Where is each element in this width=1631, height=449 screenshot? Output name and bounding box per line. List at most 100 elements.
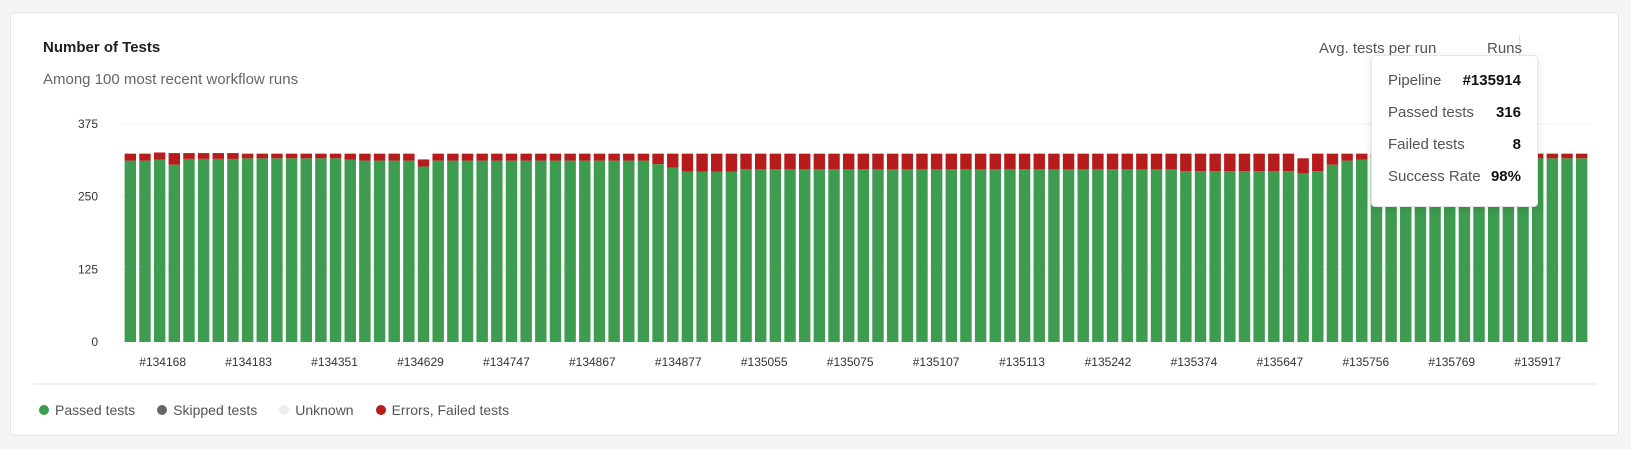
bar-passed <box>872 169 884 342</box>
bar-passed <box>740 169 752 342</box>
bar-passed <box>1268 171 1280 342</box>
bar-passed <box>916 169 928 342</box>
bar-passed <box>1326 164 1339 342</box>
bar-failed <box>989 153 1001 170</box>
bar-passed <box>447 160 459 342</box>
bar-failed <box>168 153 181 165</box>
bar-passed <box>315 158 327 342</box>
bar-failed <box>535 153 547 161</box>
bar-passed <box>1370 158 1383 342</box>
tooltip-passed-value: 316 <box>1495 103 1521 121</box>
bar-passed <box>769 169 782 342</box>
bar-failed <box>1004 153 1016 170</box>
tooltip-failed-label: Failed tests <box>1388 135 1465 153</box>
bar-failed <box>1224 153 1236 172</box>
legend-dot-icon <box>157 405 168 415</box>
bar-passed <box>432 160 444 342</box>
bar-passed <box>828 169 840 342</box>
tooltip-failed-value: 8 <box>1512 135 1521 153</box>
bar-failed <box>417 159 430 167</box>
x-tick-label: #134183 <box>225 355 272 369</box>
bar-failed <box>652 153 664 165</box>
bar-passed <box>417 166 430 342</box>
legend-failed[interactable]: Errors, Failed tests <box>375 402 509 418</box>
bar-passed <box>1297 173 1309 342</box>
bar-passed <box>1224 171 1236 342</box>
x-tick-label: #135113 <box>999 355 1045 369</box>
bar-failed <box>930 153 943 170</box>
bar-passed <box>344 159 356 342</box>
bar-passed <box>271 158 283 342</box>
bar-passed <box>1150 169 1163 342</box>
tooltip-pipeline-row: Pipeline #135914 <box>1388 64 1521 96</box>
bar-passed <box>1531 158 1544 342</box>
bar-failed <box>1546 153 1559 159</box>
bar-failed <box>1136 153 1148 170</box>
bar-failed <box>1092 153 1104 170</box>
bar-passed <box>842 169 855 342</box>
bar-passed <box>725 171 738 342</box>
bar-failed <box>740 153 752 170</box>
bar-passed <box>1458 158 1471 342</box>
bar-failed <box>315 153 327 159</box>
x-tick-label: #134867 <box>569 355 616 369</box>
bar-passed <box>681 171 694 342</box>
bar-passed <box>857 169 870 342</box>
bar-passed <box>461 160 474 342</box>
bar-failed <box>945 153 958 170</box>
tooltip-pipeline-label: Pipeline <box>1388 71 1442 89</box>
bar-failed <box>1326 153 1339 165</box>
legend-skipped[interactable]: Skipped tests <box>157 402 257 418</box>
x-tick-label: #134629 <box>397 355 444 369</box>
x-tick-label: #134877 <box>655 355 702 369</box>
x-tick-label: #134351 <box>311 355 358 369</box>
bar-passed <box>212 158 225 342</box>
bar-passed <box>1165 169 1177 342</box>
bar-passed <box>945 169 958 342</box>
bar-passed <box>139 160 151 342</box>
tooltip-pipeline-value: #135914 <box>1462 71 1521 89</box>
bar-failed <box>754 153 767 170</box>
bar-passed <box>608 160 620 342</box>
bar-passed <box>359 160 371 342</box>
bar-passed <box>1502 158 1515 342</box>
bar-passed <box>1121 169 1133 342</box>
bar-passed <box>1444 158 1456 342</box>
bar-passed <box>1018 169 1031 342</box>
bar-passed <box>285 158 298 342</box>
bar-passed <box>197 158 210 342</box>
bar-failed <box>1033 153 1045 170</box>
bar-failed <box>549 153 562 161</box>
card-title: Number of Tests <box>43 39 161 56</box>
legend-dot-icon <box>375 405 386 415</box>
tooltip-rate-label: Success Rate <box>1388 167 1481 185</box>
bar-passed <box>901 169 914 342</box>
bar-passed <box>667 167 679 342</box>
bar-failed <box>872 153 884 170</box>
bar-failed <box>461 153 474 161</box>
bar-passed <box>1209 171 1221 342</box>
x-tick-label: #135075 <box>827 355 874 369</box>
bar-failed <box>124 153 137 161</box>
bar-failed <box>359 153 371 161</box>
x-tick-label: #135647 <box>1257 355 1304 369</box>
bar-failed <box>447 153 459 161</box>
bar-failed <box>681 153 694 172</box>
bar-failed <box>491 153 503 161</box>
legend-unknown[interactable]: Unknown <box>279 402 354 418</box>
card-subtitle: Among 100 most recent workflow runs <box>43 71 299 88</box>
legend-passed[interactable]: Passed tests <box>39 402 135 418</box>
bar-failed <box>432 153 444 161</box>
bar-failed <box>579 153 591 161</box>
bar-failed <box>1048 153 1060 170</box>
bar-failed <box>153 152 166 160</box>
bar-passed <box>168 164 181 342</box>
bar-passed <box>711 171 723 342</box>
bar-failed <box>403 153 415 161</box>
bar-passed <box>579 160 591 342</box>
bar-passed <box>754 169 767 342</box>
bar-passed <box>505 160 518 342</box>
bar-failed <box>828 153 840 170</box>
bar-failed <box>1018 153 1031 170</box>
